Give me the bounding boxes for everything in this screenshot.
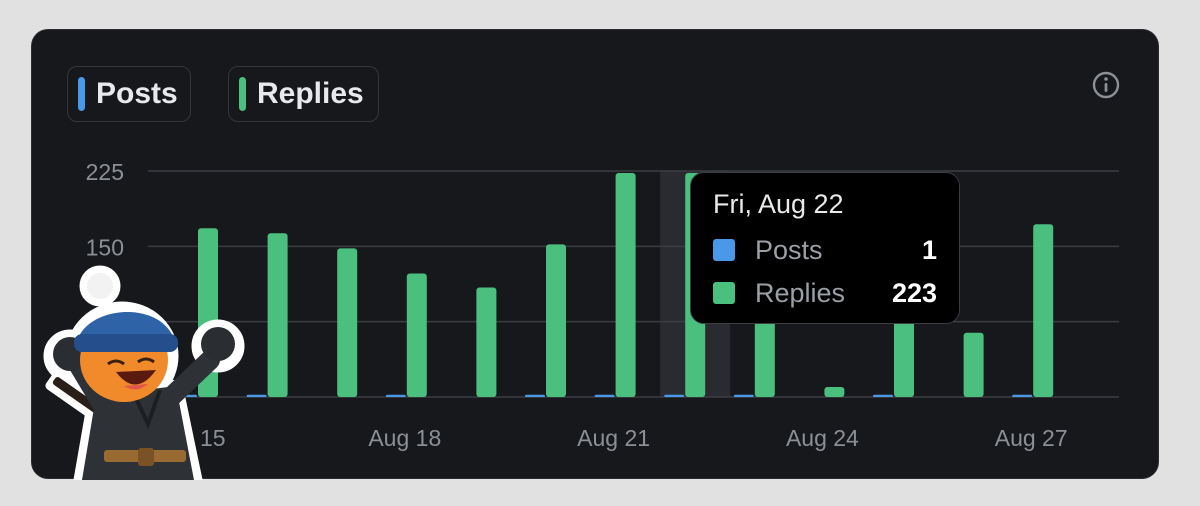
x-tick-label: Aug 24 [786,425,859,451]
y-tick-label: 150 [86,234,124,260]
bar-replies [267,233,288,397]
tooltip-replies-name: Replies [755,277,846,308]
bar-replies [337,248,358,397]
bar-posts [664,394,685,397]
x-tick-label: 15 [200,425,226,451]
tooltip: Fri, Aug 22 Posts 1 Replies 223 [690,172,960,324]
x-tick-label: Aug 27 [995,425,1068,451]
tooltip-date: Fri, Aug 22 [713,189,844,219]
tooltip-row-posts: Posts 1 [713,233,937,267]
bar-posts [246,394,267,397]
bar-posts [733,394,754,397]
bar-replies [963,332,984,397]
posts-swatch [78,77,85,111]
legend-posts-label: Posts [96,77,178,110]
info-icon[interactable] [1091,70,1121,100]
bar-posts [1012,394,1033,397]
replies-swatch [239,77,246,111]
bar-posts [385,394,406,397]
bar-replies [1033,224,1054,397]
tooltip-posts-value: 1 [921,234,937,265]
bar-replies [546,244,566,397]
legend-posts-toggle[interactable]: Posts [67,66,191,122]
bar-posts [594,394,615,397]
tooltip-posts-name: Posts [755,234,823,265]
legend-replies-label: Replies [257,77,364,110]
bar-posts [525,394,545,397]
tooltip-row-replies: Replies 223 [713,276,937,310]
bar-replies [615,173,636,397]
bar-posts [873,394,893,397]
tooltip-replies-swatch [713,282,735,304]
legend-replies-toggle[interactable]: Replies [228,66,379,122]
ninja-mascot-sticker [43,265,245,480]
tooltip-replies-value: 223 [891,277,937,308]
x-tick-label: Aug 21 [577,425,650,451]
y-tick-label: 225 [86,159,124,185]
x-tick-label: Aug 18 [368,425,441,451]
bar-replies [824,386,845,397]
tooltip-posts-swatch [713,239,735,261]
bar-replies [476,287,497,397]
bar-replies [406,273,427,397]
analytics-card: Posts Replies 150 225 15 Aug 18 Aug 21 Aug 24… [32,30,1158,478]
